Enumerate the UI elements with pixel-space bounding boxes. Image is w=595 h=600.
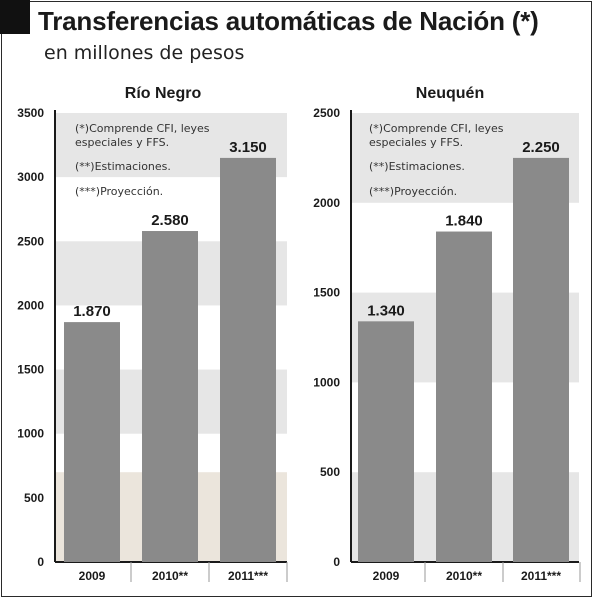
y-tick-label: 1500 xyxy=(17,363,44,377)
bar xyxy=(358,321,414,562)
x-tick-label: 2010** xyxy=(446,569,482,583)
chart-panel-2: Neuquén 0 500 1000 1500 2000 2500 (*)Comprende … xyxy=(313,85,581,583)
footnote-line: (***)Proyección. xyxy=(75,185,163,198)
x-tick-label: 2011*** xyxy=(228,569,268,583)
y-tick-label: 3500 xyxy=(17,106,44,120)
page-title: Transferencias automáticas de Nación (*) xyxy=(38,6,539,36)
header-black-block xyxy=(0,0,30,34)
x-tick-label: 2011*** xyxy=(521,569,561,583)
bar-value-label: 3.150 xyxy=(229,139,267,156)
y-tick-label: 2500 xyxy=(17,234,44,248)
y-tick-label: 0 xyxy=(37,555,44,569)
bar xyxy=(220,157,276,562)
bar-value-label: 1.840 xyxy=(445,213,483,230)
bar xyxy=(513,157,569,562)
bar xyxy=(436,231,492,562)
y-tick-label: 1500 xyxy=(313,286,340,300)
bar-value-label: 2.250 xyxy=(522,139,560,156)
panel-title: Río Negro xyxy=(125,85,202,102)
chart-panel-1: Río Negro 0 500 1000 1500 2000 2500 3000 3500 (*)… xyxy=(17,85,288,583)
y-tick-label: 2000 xyxy=(313,196,340,210)
x-tick-label: 2010** xyxy=(152,569,188,583)
y-tick-label: 0 xyxy=(333,555,340,569)
y-tick-label: 500 xyxy=(320,465,340,479)
bar-value-label: 2.580 xyxy=(151,212,189,229)
bar xyxy=(64,322,120,562)
bar-value-label: 1.340 xyxy=(367,302,405,319)
footnote-line: (**)Estimaciones. xyxy=(369,160,465,173)
page-subtitle: en millones de pesos xyxy=(44,42,245,64)
footnote-line: especiales y FFS. xyxy=(75,136,169,149)
y-tick-label: 3000 xyxy=(17,170,44,184)
x-tick-label: 2009 xyxy=(373,569,400,583)
footnote-line: especiales y FFS. xyxy=(369,136,463,149)
y-tick-label: 2500 xyxy=(313,106,340,120)
footnote-line: (*)Comprende CFI, leyes xyxy=(369,122,504,135)
y-tick-label: 500 xyxy=(24,491,44,505)
y-tick-label: 2000 xyxy=(17,298,44,312)
x-tick-label: 2009 xyxy=(79,569,106,583)
panel-title: Neuquén xyxy=(416,85,484,102)
y-tick-label: 1000 xyxy=(17,427,44,441)
footnote-line: (***)Proyección. xyxy=(369,185,457,198)
y-tick-label: 1000 xyxy=(313,375,340,389)
bar-value-label: 1.870 xyxy=(73,303,111,320)
footnote-line: (*)Comprende CFI, leyes xyxy=(75,122,210,135)
bar xyxy=(142,231,198,562)
footnote-line: (**)Estimaciones. xyxy=(75,160,171,173)
